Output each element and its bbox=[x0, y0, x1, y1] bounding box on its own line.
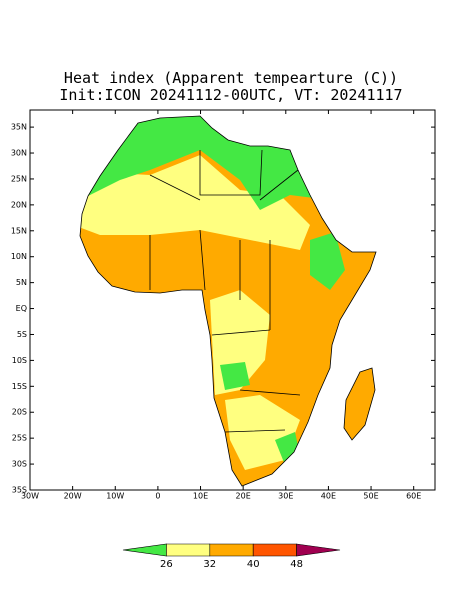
lon-tick-label: 40E bbox=[321, 492, 336, 501]
zone-green bbox=[220, 362, 250, 390]
lat-tick-label: 25N bbox=[11, 174, 27, 183]
lon-tick-label: 60E bbox=[406, 492, 421, 501]
lat-tick-label: 10S bbox=[12, 356, 27, 365]
lat-tick-label: 5S bbox=[17, 330, 27, 339]
colorbar-label: 26 bbox=[160, 559, 173, 570]
colorbar-label: 40 bbox=[247, 559, 260, 570]
colorbar-segment bbox=[166, 543, 211, 557]
lon-tick-label: 0 bbox=[155, 492, 160, 501]
map-subtitle: Init:ICON 20241112-00UTC, VT: 20241117 bbox=[59, 86, 402, 104]
lat-tick-label: 15S bbox=[12, 382, 27, 391]
colorbar-label: 48 bbox=[290, 559, 303, 570]
axis-ticks: 35N 30N 25N 20N 15N 10N 5N EQ 5S 10S 15S 20S 25S 30S 3… bbox=[11, 110, 435, 501]
colorbar-segment bbox=[122, 543, 167, 557]
coastline bbox=[79, 115, 377, 487]
lat-tick-label: 10N bbox=[11, 252, 27, 261]
lat-tick-label: 35S bbox=[12, 486, 27, 495]
lon-tick-label: 30E bbox=[278, 492, 293, 501]
zone-green bbox=[310, 232, 345, 290]
lon-tick-label: 20W bbox=[64, 492, 82, 501]
lat-tick-label: EQ bbox=[16, 304, 27, 313]
colorbar-label: 32 bbox=[203, 559, 216, 570]
lon-tick-label: 20E bbox=[236, 492, 251, 501]
lon-tick-label: 10W bbox=[106, 492, 124, 501]
lat-tick-label: 25S bbox=[12, 434, 27, 443]
lat-tick-label: 15N bbox=[11, 226, 27, 235]
colorbar-segment bbox=[209, 543, 254, 557]
lon-tick-label: 50E bbox=[363, 492, 378, 501]
lon-tick-label: 30W bbox=[21, 492, 39, 501]
lon-tick-label: 10E bbox=[193, 492, 208, 501]
lat-tick-label: 5N bbox=[16, 278, 27, 287]
lat-tick-label: 20S bbox=[12, 408, 27, 417]
map-title: Heat index (Apparent tempearture (C)) bbox=[64, 69, 398, 87]
lat-tick-label: 35N bbox=[11, 123, 27, 132]
lat-tick-label: 30S bbox=[12, 460, 27, 469]
colorbar-segment bbox=[252, 543, 297, 557]
lat-tick-label: 20N bbox=[11, 200, 27, 209]
colorbar: 26 32 40 48 bbox=[122, 543, 341, 570]
lat-tick-label: 30N bbox=[11, 149, 27, 158]
colorbar-segment bbox=[296, 543, 341, 557]
